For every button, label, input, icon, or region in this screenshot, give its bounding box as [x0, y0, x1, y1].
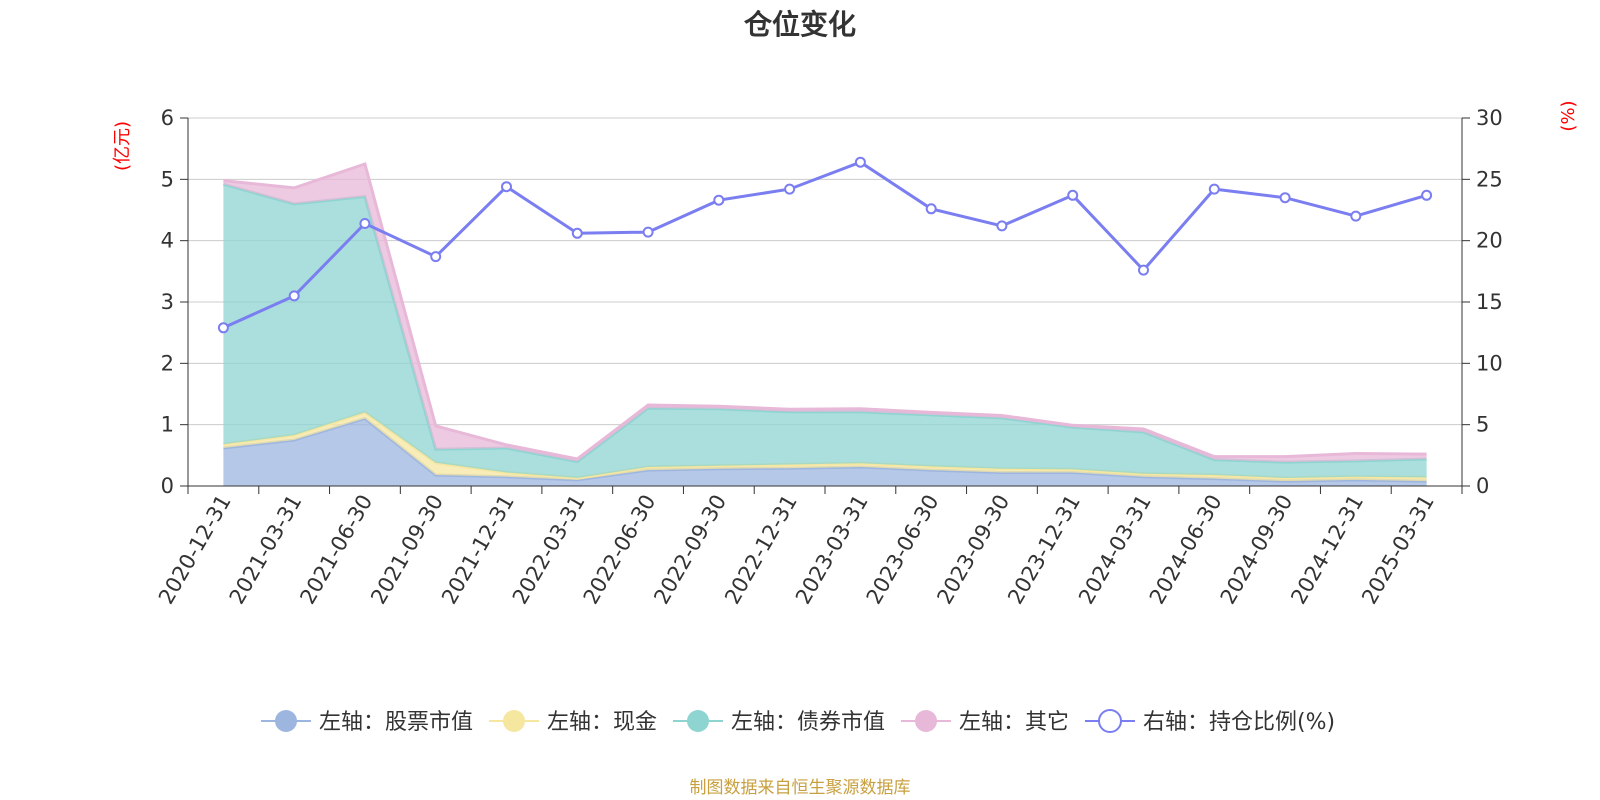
left-tick-label: 6: [161, 106, 174, 130]
ratio-point: [1421, 189, 1433, 201]
legend-label: 左轴：其它: [959, 710, 1069, 735]
ratio-point: [571, 227, 583, 239]
legend-marker: [275, 710, 297, 732]
right-tick-label: 0: [1476, 474, 1489, 498]
x-tick-label: 2022-06-30: [579, 491, 661, 609]
source-note: 制图数据来自恒生聚源数据库: [690, 778, 911, 798]
left-tick-label: 5: [161, 167, 174, 191]
area-series-3: [223, 164, 1427, 463]
stacked-areas: [222, 162, 1427, 486]
right-axis-unit: (%): [1558, 100, 1579, 131]
legend-label: 右轴：持仓比例(%): [1143, 710, 1335, 735]
left-tick-label: 0: [161, 474, 174, 498]
ratio-point: [642, 226, 654, 238]
ratio-point: [1067, 189, 1079, 201]
right-tick-label: 10: [1476, 351, 1503, 375]
ratio-point: [996, 220, 1008, 232]
area-edge-series-3: [223, 162, 1427, 461]
area-series-2: [223, 184, 1427, 478]
left-tick-label: 1: [161, 413, 174, 437]
legend-item-4: 右轴：持仓比例(%): [1085, 709, 1335, 735]
ratio-point: [359, 218, 371, 229]
legend-marker: [503, 710, 525, 732]
ratio-point: [217, 322, 229, 334]
right-tick-label: 30: [1476, 106, 1503, 130]
ratio-point: [430, 251, 442, 263]
x-tick-label: 2021-12-31: [437, 491, 519, 609]
right-tick-label: 15: [1476, 290, 1503, 314]
ratio-point: [854, 156, 866, 168]
x-tick-label: 2023-09-30: [932, 491, 1014, 609]
right-tick-label: 5: [1476, 413, 1489, 437]
right-tick-label: 20: [1476, 229, 1503, 253]
x-tick-label: 2024-12-31: [1286, 491, 1368, 609]
x-tick-label: 2024-09-30: [1216, 491, 1298, 609]
x-tick-label: 2022-09-30: [649, 491, 731, 609]
x-tick-label: 2024-06-30: [1145, 491, 1227, 609]
legend-marker: [915, 710, 937, 732]
legend-item-1: 左轴：现金: [489, 710, 657, 735]
x-tick-label: 2025-03-31: [1357, 491, 1439, 609]
legend-marker: [1098, 709, 1122, 733]
left-tick-label: 4: [161, 229, 174, 253]
ratio-point: [713, 194, 725, 206]
legend-label: 左轴：现金: [547, 710, 657, 735]
left-axis-unit: (亿元): [112, 121, 133, 171]
legend-item-3: 左轴：其它: [901, 710, 1069, 735]
legend: 左轴：股票市值 左轴：现金 左轴：债券市值 左轴：其它 右轴：持仓比例(%): [261, 709, 1335, 735]
ratio-point: [1208, 183, 1220, 195]
x-tick-label: 2024-03-31: [1074, 491, 1156, 609]
legend-label: 左轴：股票市值: [319, 710, 473, 735]
ratio-point: [1350, 210, 1362, 222]
right-tick-label: 25: [1476, 167, 1503, 191]
ratio-point: [501, 181, 512, 193]
x-tick-label: 2023-12-31: [1003, 491, 1085, 609]
chart-title: 仓位变化: [744, 8, 856, 41]
x-tick-label: 2021-09-30: [366, 491, 448, 609]
legend-label: 左轴：债券市值: [731, 710, 885, 735]
legend-marker: [687, 710, 709, 732]
legend-item-0: 左轴：股票市值: [261, 710, 473, 735]
ratio-line-path: [222, 160, 1428, 330]
ratio-point: [925, 203, 937, 215]
x-tick-label: 2023-03-31: [791, 491, 873, 609]
left-tick-label: 3: [161, 290, 174, 314]
holding-ratio-line: [217, 156, 1433, 334]
ratio-point: [1138, 264, 1149, 276]
ratio-point: [288, 290, 300, 302]
legend-item-2: 左轴：债券市值: [673, 710, 885, 735]
ratio-point: [1279, 192, 1291, 204]
x-tick-label: 2020-12-31: [154, 491, 236, 609]
x-tick-label: 2021-03-31: [225, 491, 307, 609]
x-tick-label: 2022-12-31: [720, 491, 802, 609]
x-tick-label: 2021-06-30: [295, 491, 377, 609]
x-tick-label: 2022-03-31: [508, 491, 590, 609]
x-tick-label: 2023-06-30: [862, 491, 944, 609]
ratio-point: [784, 183, 796, 195]
left-tick-label: 2: [161, 351, 174, 375]
